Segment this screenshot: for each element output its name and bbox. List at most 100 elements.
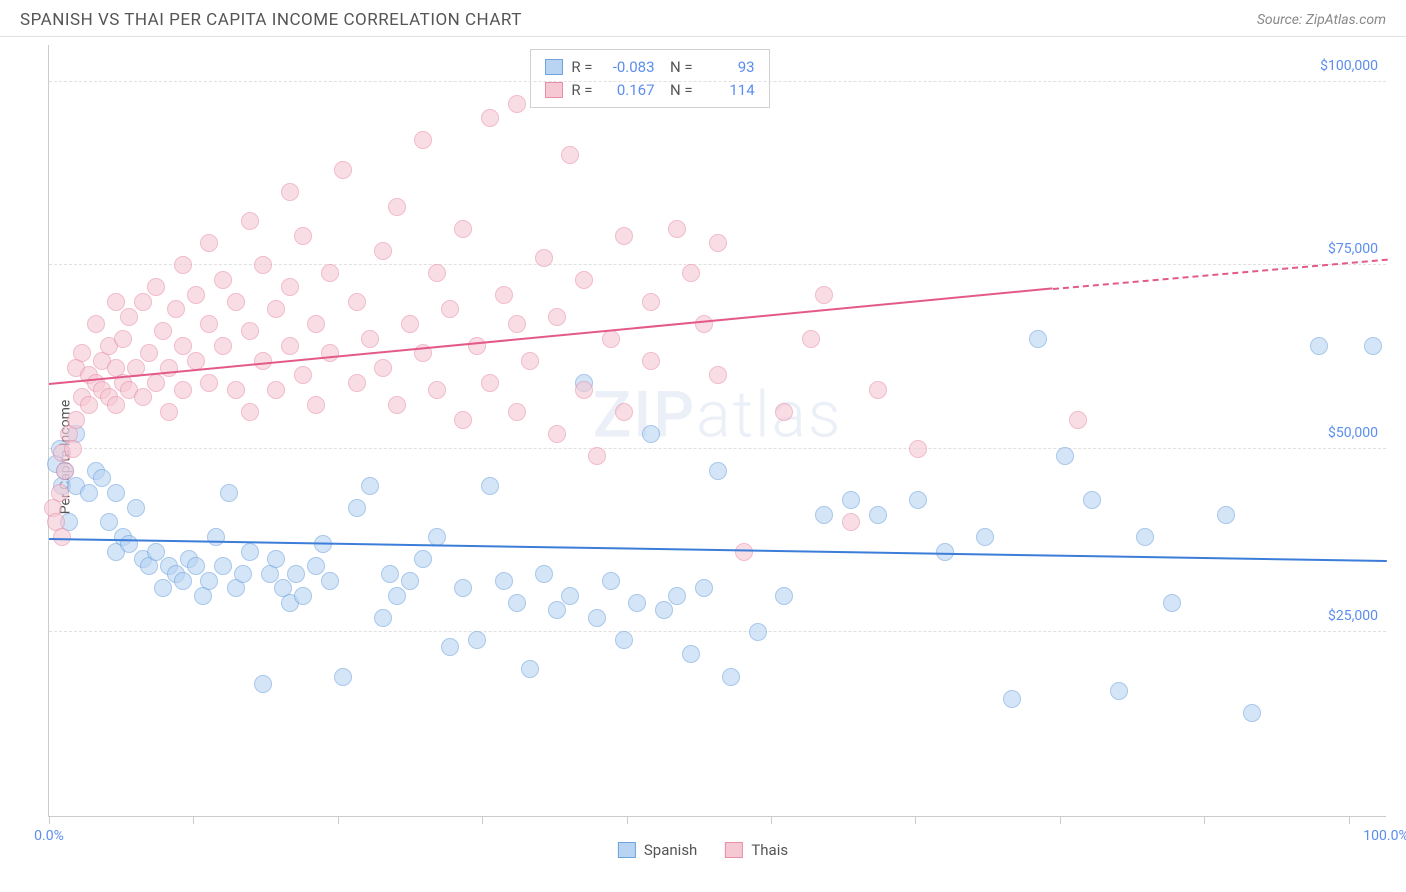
data-point — [93, 469, 111, 487]
swatch-thais — [545, 82, 563, 98]
data-point — [307, 557, 325, 575]
plot-region: ZIPatlas R = -0.083 N = 93 R = 0.167 N =… — [48, 45, 1386, 817]
data-point — [147, 543, 165, 561]
data-point — [200, 315, 218, 333]
data-point — [120, 308, 138, 326]
data-point — [167, 300, 185, 318]
data-point — [294, 366, 312, 384]
data-point — [307, 396, 325, 414]
data-point — [1163, 594, 1181, 612]
data-point — [575, 381, 593, 399]
data-point — [1003, 690, 1021, 708]
data-point — [508, 594, 526, 612]
stats-legend-box: R = -0.083 N = 93 R = 0.167 N = 114 — [530, 49, 769, 108]
data-point — [602, 330, 620, 348]
data-point — [267, 550, 285, 568]
data-point — [348, 374, 366, 392]
data-point — [468, 631, 486, 649]
data-point — [976, 528, 994, 546]
data-point — [307, 315, 325, 333]
data-point — [234, 565, 252, 583]
data-point — [227, 381, 245, 399]
data-point — [160, 359, 178, 377]
y-tick-label: $100,000 — [1320, 58, 1378, 74]
data-point — [642, 352, 660, 370]
x-tick — [771, 816, 772, 824]
data-point — [1029, 330, 1047, 348]
data-point — [227, 293, 245, 311]
x-tick — [338, 816, 339, 824]
data-point — [615, 403, 633, 421]
x-tick — [915, 816, 916, 824]
data-point — [481, 109, 499, 127]
data-point — [1243, 704, 1261, 722]
data-point — [67, 411, 85, 429]
data-point — [381, 565, 399, 583]
data-point — [241, 322, 259, 340]
data-point — [709, 366, 727, 384]
data-point — [348, 499, 366, 517]
data-point — [374, 359, 392, 377]
data-point — [254, 675, 272, 693]
data-point — [241, 212, 259, 230]
data-point — [909, 491, 927, 509]
swatch-spanish — [618, 842, 636, 858]
data-point — [281, 337, 299, 355]
legend-item-thais: Thais — [725, 841, 788, 859]
data-point — [187, 286, 205, 304]
data-point — [668, 220, 686, 238]
data-point — [909, 440, 927, 458]
data-point — [160, 403, 178, 421]
data-point — [87, 315, 105, 333]
data-point — [80, 484, 98, 502]
stat-n-spanish: 93 — [701, 56, 755, 79]
source-prefix: Source: — [1257, 12, 1306, 28]
gridline — [49, 81, 1386, 82]
stat-n-thais: 114 — [701, 79, 755, 102]
data-point — [842, 491, 860, 509]
data-point — [1217, 506, 1235, 524]
data-point — [214, 557, 232, 575]
data-point — [140, 344, 158, 362]
data-point — [1056, 447, 1074, 465]
data-point — [348, 293, 366, 311]
stats-row-thais: R = 0.167 N = 114 — [545, 79, 754, 102]
data-point — [401, 315, 419, 333]
data-point — [100, 513, 118, 531]
data-point — [722, 668, 740, 686]
data-point — [401, 572, 419, 590]
data-point — [575, 271, 593, 289]
data-point — [642, 293, 660, 311]
stats-row-spanish: R = -0.083 N = 93 — [545, 56, 754, 79]
data-point — [668, 587, 686, 605]
data-point — [64, 440, 82, 458]
data-point — [642, 425, 660, 443]
x-tick — [1349, 816, 1350, 824]
data-point — [414, 550, 432, 568]
legend-item-spanish: Spanish — [618, 841, 697, 859]
data-point — [441, 300, 459, 318]
data-point — [187, 352, 205, 370]
data-point — [441, 638, 459, 656]
swatch-thais — [725, 842, 743, 858]
data-point — [334, 161, 352, 179]
data-point — [682, 645, 700, 663]
data-point — [1310, 337, 1328, 355]
data-point — [428, 264, 446, 282]
chart-area: Per Capita Income ZIPatlas R = -0.083 N … — [0, 37, 1406, 877]
data-point — [709, 462, 727, 480]
data-point — [602, 572, 620, 590]
data-point — [241, 543, 259, 561]
data-point — [51, 484, 69, 502]
chart-source: Source: ZipAtlas.com — [1257, 12, 1386, 28]
data-point — [428, 381, 446, 399]
data-point — [214, 337, 232, 355]
data-point — [281, 278, 299, 296]
data-point — [174, 381, 192, 399]
y-tick-label: $25,000 — [1328, 608, 1378, 624]
data-point — [682, 264, 700, 282]
data-point — [548, 308, 566, 326]
data-point — [815, 506, 833, 524]
x-tick — [1060, 816, 1061, 824]
chart-header: SPANISH VS THAI PER CAPITA INCOME CORREL… — [0, 0, 1406, 37]
